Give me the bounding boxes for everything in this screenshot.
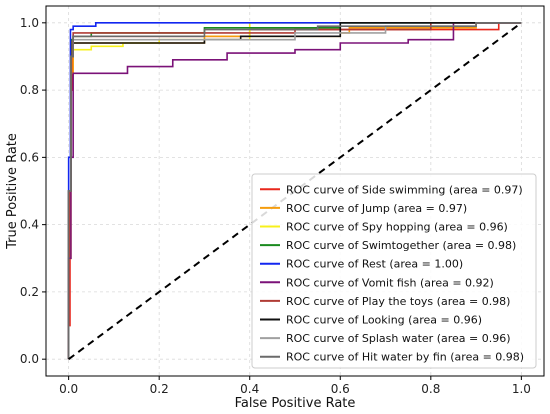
legend-entry: ROC curve of Splash water (area = 0.96) (286, 332, 511, 345)
legend: ROC curve of Side swimming (area = 0.97)… (251, 173, 537, 369)
roc-series-4 (67, 22, 522, 360)
legend-entry: ROC curve of Hit water by fin (area = 0.… (286, 351, 524, 364)
x-tick-label: 0.4 (240, 382, 259, 396)
y-tick-label: 0.6 (20, 150, 39, 164)
y-tick-label: 0.4 (20, 218, 39, 232)
legend-entry: ROC curve of Vomit fish (area = 0.92) (286, 276, 494, 289)
y-tick-label: 0.8 (20, 83, 39, 97)
legend-entry: ROC curve of Play the toys (area = 0.98) (286, 295, 510, 308)
x-tick-label: 0.6 (331, 382, 350, 396)
y-tick-label: 1.0 (20, 16, 39, 30)
legend-entry: ROC curve of Spy hopping (area = 0.96) (286, 221, 508, 234)
x-tick-label: 0.8 (421, 382, 440, 396)
legend-entry: ROC curve of Jump (area = 0.97) (286, 202, 467, 215)
legend-box (251, 173, 537, 369)
legend-entry: ROC curve of Side swimming (area = 0.97) (286, 183, 523, 196)
x-tick-label: 0.0 (59, 382, 78, 396)
ticks: 0.0 0.2 0.4 0.6 0.8 1.0 0.0 0.2 0.4 0.6 0.8 1.0 (20, 16, 531, 396)
y-tick-label: 0.2 (20, 285, 39, 299)
plot-frame (45, 5, 545, 377)
roc-series-9 (67, 22, 522, 360)
series-layer (67, 22, 522, 360)
x-axis-label: False Positive Rate (235, 396, 356, 411)
y-axis-label: True Positive Rate (5, 133, 20, 250)
legend-entry: ROC curve of Rest (area = 1.00) (286, 258, 463, 271)
legend-entry: ROC curve of Swimtogether (area = 0.98) (286, 239, 516, 252)
x-tick-label: 0.2 (150, 382, 169, 396)
y-tick-label: 0.0 (20, 352, 39, 366)
x-tick-label: 1.0 (512, 382, 531, 396)
legend-entry: ROC curve of Looking (area = 0.96) (286, 314, 482, 327)
